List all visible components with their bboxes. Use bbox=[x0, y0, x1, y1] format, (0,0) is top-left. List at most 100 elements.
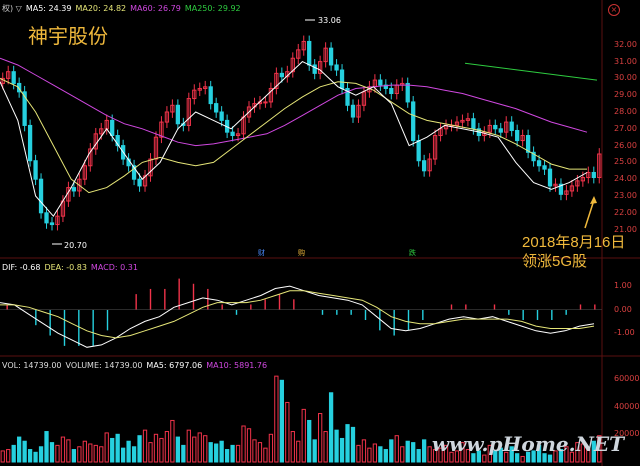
volume-bar bbox=[405, 440, 410, 463]
dif-value: DIF: -0.68 bbox=[2, 263, 41, 272]
candle-body bbox=[334, 64, 339, 71]
annotation-date: 2018年8月16日 bbox=[522, 234, 626, 251]
volume-bar bbox=[301, 408, 306, 463]
volume-bar bbox=[148, 442, 153, 463]
candle-body bbox=[17, 82, 22, 93]
price-axis-label: 23.00 bbox=[614, 191, 637, 200]
volume-bar bbox=[268, 433, 274, 463]
volume-bar bbox=[547, 454, 553, 463]
candle-body bbox=[230, 131, 235, 137]
candle-body bbox=[296, 49, 301, 59]
volume-bar bbox=[394, 435, 399, 463]
volume-bar bbox=[312, 439, 317, 463]
volume-bar bbox=[339, 437, 345, 463]
volume-bar bbox=[597, 435, 602, 463]
volume-bar bbox=[60, 436, 66, 463]
volume-bar bbox=[66, 439, 71, 463]
candle-body bbox=[148, 158, 153, 177]
candle-body bbox=[553, 183, 558, 187]
volume-bar bbox=[44, 431, 49, 463]
volume-bar bbox=[504, 451, 509, 463]
volume-bar bbox=[536, 444, 542, 463]
volume-bar bbox=[454, 450, 460, 463]
volume-bar bbox=[153, 433, 159, 463]
candle-body bbox=[350, 104, 356, 118]
volume-bar bbox=[318, 413, 323, 463]
candle-body bbox=[515, 129, 520, 142]
volume-bar bbox=[186, 429, 191, 463]
candle-body bbox=[454, 121, 460, 126]
macd-axis-label: 0.00 bbox=[614, 304, 632, 314]
volume-bar bbox=[71, 449, 77, 463]
candle-body bbox=[509, 121, 514, 131]
volume-bar bbox=[493, 450, 498, 463]
volume-bar bbox=[110, 437, 115, 463]
candle-body bbox=[411, 101, 416, 142]
price-axis-label: 24.00 bbox=[614, 174, 637, 184]
volume-bar bbox=[120, 447, 126, 463]
volume-bar bbox=[274, 375, 279, 463]
volume-bar bbox=[285, 401, 290, 463]
macd-axis-label: 1.00 bbox=[614, 281, 632, 291]
price-axis-label: 29.00 bbox=[614, 90, 637, 100]
volume-bar bbox=[476, 450, 482, 463]
dea-value: DEA: -0.83 bbox=[44, 263, 87, 272]
candle-body bbox=[203, 86, 208, 89]
candle-body bbox=[389, 87, 394, 95]
watermark: www.pHome.NET bbox=[431, 432, 624, 456]
volume-bar bbox=[471, 453, 476, 463]
volume-bar bbox=[520, 455, 525, 463]
volume-bar bbox=[580, 443, 585, 463]
volume-bar bbox=[159, 437, 164, 463]
candle-body bbox=[268, 87, 274, 103]
volume-bar bbox=[164, 431, 170, 463]
candle-body bbox=[192, 89, 197, 100]
volume-bar bbox=[569, 451, 575, 463]
volume-bar bbox=[88, 443, 93, 463]
candle-body bbox=[197, 87, 202, 91]
candle-body bbox=[383, 84, 388, 89]
candle-body bbox=[356, 104, 361, 118]
volume-bar bbox=[465, 449, 471, 463]
high-price-label: 33.06 bbox=[318, 16, 341, 25]
volume-bar bbox=[449, 451, 454, 463]
close-icon[interactable]: × bbox=[608, 4, 620, 16]
volume-bar bbox=[99, 446, 104, 463]
volume-panel bbox=[0, 375, 602, 463]
volume-indicator-header: VOL: 14739.00 VOLUME: 14739.00 MA5: 6797.0… bbox=[2, 361, 271, 370]
volume-bar bbox=[564, 446, 569, 463]
ma250-line bbox=[464, 62, 598, 81]
event-tag-drop[interactable]: 跌 bbox=[409, 249, 416, 257]
annotation-caption: 领涨5G股 bbox=[522, 252, 588, 270]
volume-bar bbox=[257, 442, 263, 463]
annotation-text: 2018年8月16日 领涨5G股 bbox=[522, 234, 625, 272]
volume-bar bbox=[509, 446, 514, 463]
vol-ma10-value: MA10: 5891.76 bbox=[206, 361, 268, 370]
volume-bar bbox=[175, 436, 181, 463]
candle-body bbox=[525, 135, 531, 153]
volume-bar bbox=[432, 449, 438, 463]
candle-body bbox=[520, 135, 525, 142]
event-tag-finance[interactable]: 财 bbox=[258, 249, 265, 257]
candle-body bbox=[219, 111, 224, 121]
candle-body bbox=[487, 124, 492, 133]
candle-body bbox=[591, 171, 596, 179]
event-tag-buy[interactable]: 购 bbox=[298, 249, 305, 257]
volume-bar bbox=[460, 442, 465, 463]
volume-bar bbox=[334, 429, 339, 463]
candle-body bbox=[208, 86, 213, 105]
candle-body bbox=[378, 79, 383, 86]
volume-bar bbox=[131, 446, 137, 463]
volume-bar bbox=[104, 432, 109, 463]
candle-body bbox=[274, 72, 279, 89]
price-axis-label: 25.00 bbox=[614, 157, 637, 167]
volume-bar bbox=[389, 439, 394, 463]
candle-body bbox=[586, 171, 591, 179]
price-axis-label: 31.00 bbox=[614, 56, 637, 66]
dif-line bbox=[0, 285, 595, 348]
candle-body bbox=[27, 124, 33, 162]
volume-bar bbox=[49, 442, 55, 463]
volume-bar bbox=[296, 440, 301, 463]
